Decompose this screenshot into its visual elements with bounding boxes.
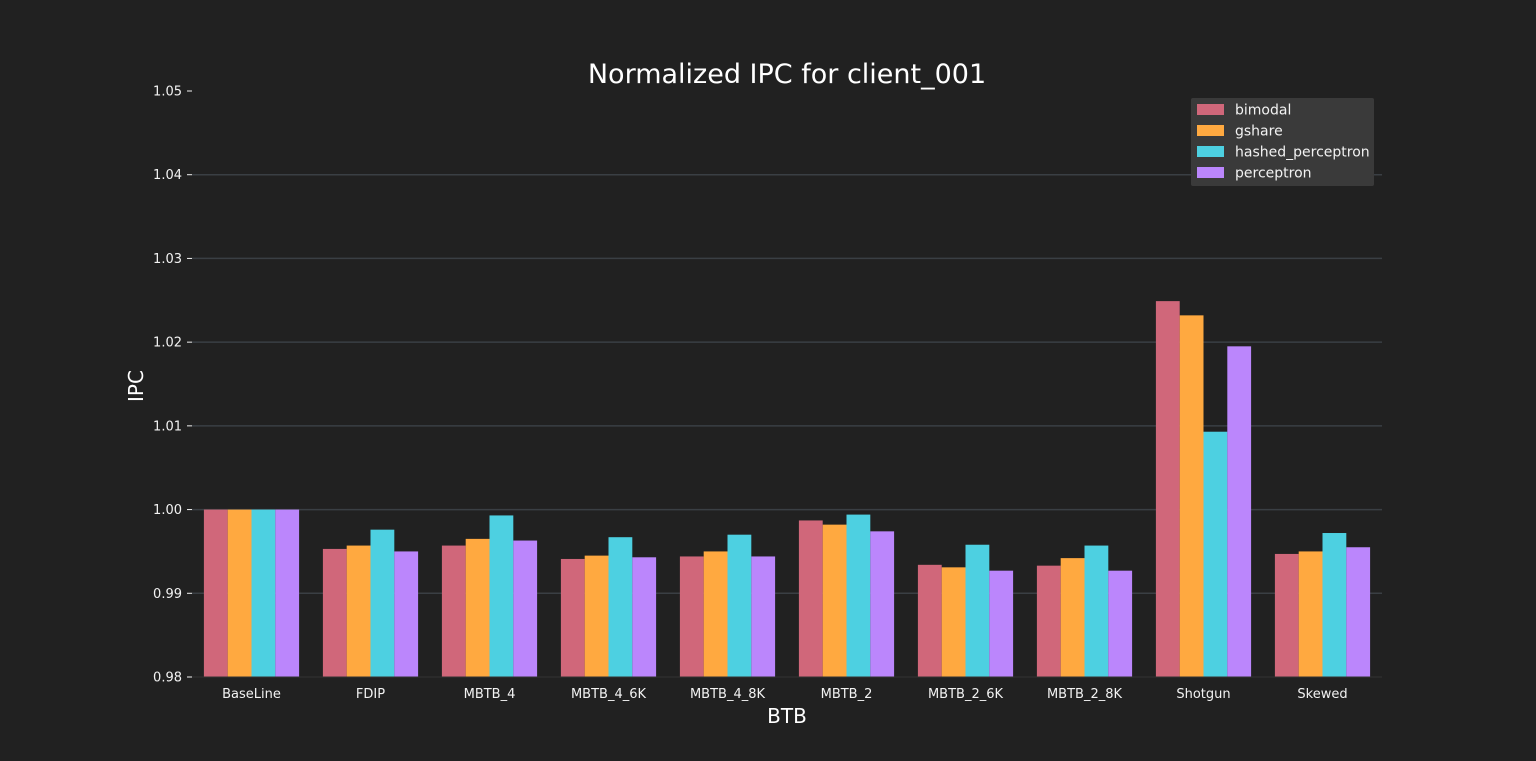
y-tick-label: 0.98 xyxy=(153,671,182,686)
bar-hashed_perceptron-Shotgun xyxy=(1203,431,1228,677)
bar-gshare-MBTB_4_6K xyxy=(584,555,609,677)
legend-label-hashed_perceptron: hashed_perceptron xyxy=(1235,145,1370,161)
bar-bimodal-MBTB_2 xyxy=(798,520,823,677)
x-tick-label: MBTB_4_8K xyxy=(690,687,766,702)
x-axis-title: BTB xyxy=(767,704,807,728)
bar-bimodal-Shotgun xyxy=(1155,301,1180,677)
bar-hashed_perceptron-MBTB_2 xyxy=(846,514,871,677)
x-tick-label: MBTB_4 xyxy=(464,687,516,702)
y-tick-label: 1.01 xyxy=(153,419,182,434)
bar-bimodal-MBTB_4 xyxy=(441,545,466,677)
legend-label-bimodal: bimodal xyxy=(1235,103,1291,119)
bar-perceptron-BaseLine xyxy=(275,509,300,677)
bar-perceptron-MBTB_4_8K xyxy=(751,556,776,677)
x-tick-label: Skewed xyxy=(1297,687,1347,702)
bar-bimodal-MBTB_4_6K xyxy=(560,558,585,677)
x-tick-label: MBTB_2 xyxy=(821,687,873,702)
legend-swatch-bimodal xyxy=(1197,104,1224,115)
bar-gshare-MBTB_2_6K xyxy=(941,567,966,677)
bar-hashed_perceptron-FDIP xyxy=(370,529,395,677)
bar-perceptron-MBTB_2_8K xyxy=(1108,570,1133,677)
bar-hashed_perceptron-MBTB_2_8K xyxy=(1084,545,1109,677)
y-tick-label: 0.99 xyxy=(153,587,182,602)
y-tick-label: 1.04 xyxy=(153,168,182,183)
bar-hashed_perceptron-MBTB_2_6K xyxy=(965,544,990,677)
bar-perceptron-FDIP xyxy=(394,551,419,677)
bar-gshare-Skewed xyxy=(1298,551,1323,677)
bar-perceptron-MBTB_4 xyxy=(513,540,538,677)
y-tick-label: 1.03 xyxy=(153,252,182,267)
x-tick-label: MBTB_2_8K xyxy=(1047,687,1123,702)
bar-bimodal-MBTB_2_8K xyxy=(1036,565,1061,677)
bar-perceptron-Skewed xyxy=(1346,547,1371,677)
bar-perceptron-MBTB_2 xyxy=(870,531,895,677)
chart-title: Normalized IPC for client_001 xyxy=(588,59,986,90)
y-tick-label: 1.00 xyxy=(153,503,182,518)
bar-gshare-MBTB_2_8K xyxy=(1060,558,1085,677)
bar-gshare-MBTB_4_8K xyxy=(703,551,728,677)
y-tick-label: 1.02 xyxy=(153,336,182,351)
legend-label-gshare: gshare xyxy=(1235,124,1283,140)
x-tick-label: Shotgun xyxy=(1176,687,1230,702)
bars xyxy=(203,301,1371,677)
bar-hashed_perceptron-Skewed xyxy=(1322,533,1347,677)
bar-hashed_perceptron-MBTB_4_6K xyxy=(608,537,633,677)
legend-label-perceptron: perceptron xyxy=(1235,166,1312,182)
bar-gshare-BaseLine xyxy=(227,509,252,677)
x-tick-label: MBTB_2_6K xyxy=(928,687,1004,702)
legend-swatch-hashed_perceptron xyxy=(1197,146,1224,157)
legend: bimodal gshare hashed_perceptron perceptron xyxy=(1191,98,1374,186)
y-tick-label: 1.05 xyxy=(153,85,182,100)
bar-hashed_perceptron-BaseLine xyxy=(251,509,276,677)
bar-bimodal-BaseLine xyxy=(203,509,228,677)
x-axis: BaseLine FDIP MBTB_4 MBTB_4_6K MBTB_4_8K MBTB… xyxy=(192,676,1382,702)
legend-swatch-perceptron xyxy=(1197,167,1224,178)
bar-gshare-Shotgun xyxy=(1179,315,1204,677)
bar-hashed_perceptron-MBTB_4_8K xyxy=(727,534,752,677)
bar-perceptron-MBTB_4_6K xyxy=(632,557,657,677)
y-axis: 0.98 0.99 1.00 1.01 1.02 1.03 1.04 1.05 xyxy=(153,85,192,686)
bar-bimodal-FDIP xyxy=(322,548,347,677)
bar-bimodal-MBTB_4_8K xyxy=(679,556,704,677)
bar-hashed_perceptron-MBTB_4 xyxy=(489,515,514,677)
x-tick-label: BaseLine xyxy=(222,687,281,702)
bar-perceptron-MBTB_2_6K xyxy=(989,570,1014,677)
x-tick-label: MBTB_4_6K xyxy=(571,687,647,702)
bar-gshare-FDIP xyxy=(346,545,371,677)
x-tick-label: FDIP xyxy=(356,687,385,702)
bar-perceptron-Shotgun xyxy=(1227,346,1252,677)
bar-bimodal-MBTB_2_6K xyxy=(917,564,942,677)
y-axis-title: IPC xyxy=(124,370,148,402)
bar-bimodal-Skewed xyxy=(1274,553,1299,677)
legend-swatch-gshare xyxy=(1197,125,1224,136)
bar-gshare-MBTB_4 xyxy=(465,538,490,677)
bar-gshare-MBTB_2 xyxy=(822,524,847,677)
legend-box xyxy=(1191,98,1374,186)
